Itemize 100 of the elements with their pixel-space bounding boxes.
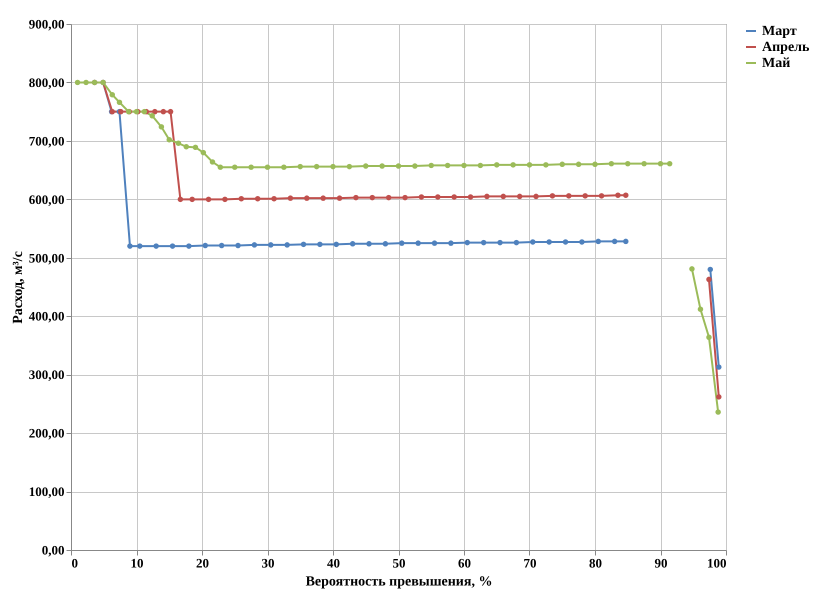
point [582, 193, 588, 199]
x-tick-label: 70 [524, 556, 536, 570]
point [110, 92, 116, 98]
point [402, 194, 408, 200]
point [432, 240, 438, 246]
point [566, 193, 572, 199]
point [444, 162, 450, 168]
point [317, 242, 323, 248]
point [176, 140, 182, 146]
point [641, 160, 647, 166]
point [350, 241, 356, 246]
point [166, 136, 172, 142]
y-tick-label: 700,00 [28, 133, 64, 148]
point [336, 195, 342, 201]
point [330, 164, 336, 170]
point [608, 160, 614, 166]
point [158, 124, 164, 130]
point [514, 240, 520, 246]
point [598, 193, 604, 199]
point [623, 238, 629, 244]
point [379, 163, 385, 169]
point [222, 196, 228, 202]
x-tick-label: 50 [392, 556, 406, 570]
y-tick-label: 900,00 [28, 16, 64, 32]
y-tick-label: 300,00 [28, 367, 64, 382]
point [576, 162, 582, 167]
point [716, 364, 722, 370]
point [480, 240, 486, 246]
point [706, 276, 712, 282]
point [314, 164, 320, 170]
point [461, 162, 467, 168]
x-tick-label: 100 [707, 556, 726, 570]
point [468, 194, 474, 200]
x-axis-title: Вероятность превышения, % [306, 574, 492, 590]
x-tick-label: 10 [130, 556, 144, 570]
point [254, 196, 260, 202]
point [304, 195, 310, 201]
point [579, 239, 585, 245]
point [248, 164, 254, 170]
y-tick-label: 100,00 [28, 484, 64, 500]
point [658, 160, 664, 166]
point [218, 242, 224, 248]
point [83, 80, 89, 86]
point [152, 108, 158, 114]
point [412, 163, 418, 169]
point [625, 160, 630, 166]
point [706, 334, 712, 340]
y-tick-label: 600,00 [28, 192, 64, 207]
point [715, 409, 721, 415]
point [382, 241, 388, 246]
point [281, 164, 287, 170]
point [428, 162, 434, 168]
point [497, 240, 503, 246]
x-tick-label: 40 [327, 556, 340, 570]
legend-label: Май [762, 56, 790, 71]
point [200, 150, 206, 156]
point [127, 243, 133, 249]
point [596, 238, 602, 244]
point [232, 164, 238, 170]
point [530, 239, 536, 245]
point [510, 162, 516, 168]
point [168, 108, 174, 114]
point [298, 164, 303, 170]
point [346, 164, 352, 170]
point [184, 144, 190, 150]
point [160, 108, 166, 114]
point [210, 159, 216, 165]
point [363, 163, 368, 169]
point [170, 243, 176, 249]
point [698, 306, 704, 312]
x-tick-label: 90 [654, 556, 668, 570]
x-tick-label: 60 [458, 556, 471, 570]
point [484, 194, 490, 200]
point [189, 196, 195, 202]
point [178, 196, 184, 202]
point [284, 242, 290, 248]
point [560, 162, 565, 167]
point [615, 192, 621, 198]
legend-label: Март [762, 24, 797, 39]
point [149, 113, 155, 118]
y-tick-label: 200,00 [28, 426, 64, 441]
point [300, 242, 306, 248]
point [288, 195, 294, 201]
point [186, 243, 192, 249]
y-tick-label: 400,00 [28, 308, 64, 324]
point [218, 164, 224, 170]
y-axis-title: Расход, м³/с [10, 251, 26, 324]
point [153, 243, 159, 249]
legend-label: Апрель [762, 40, 810, 55]
point [716, 394, 722, 400]
point [396, 163, 402, 169]
point [116, 100, 122, 106]
point [268, 242, 274, 248]
point [252, 242, 258, 248]
point [623, 192, 629, 198]
point [386, 194, 392, 200]
point [494, 162, 500, 168]
x-tick-label: 80 [589, 556, 602, 570]
point [478, 162, 484, 168]
point [533, 194, 539, 200]
